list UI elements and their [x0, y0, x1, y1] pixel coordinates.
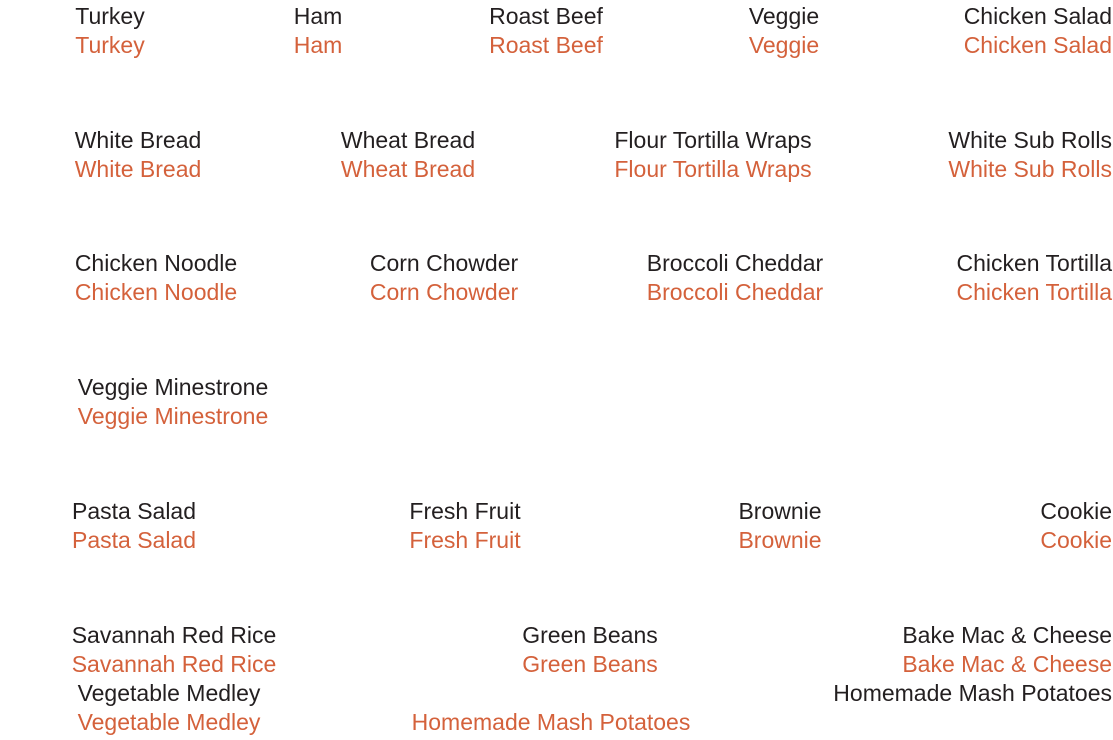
menu-item-chicken-tortilla: Chicken Tortilla Chicken Tortilla	[956, 249, 1112, 307]
item-value-field[interactable]: Chicken Tortilla	[956, 279, 1112, 305]
item-label: Ham	[293, 3, 343, 29]
menu-item-bake-mac-and-cheese: Bake Mac & Cheese Bake Mac & Cheese	[902, 621, 1112, 679]
item-value-field[interactable]: Bake Mac & Cheese	[902, 651, 1112, 677]
item-value-field[interactable]: Fresh Fruit	[409, 527, 521, 553]
item-value-field[interactable]: Turkey	[75, 32, 145, 58]
menu-item-vegetable-medley: Vegetable Medley Vegetable Medley	[78, 679, 261, 737]
item-label: Brownie	[738, 498, 822, 524]
item-value-field[interactable]: Cookie	[1040, 527, 1112, 553]
menu-item-turkey: Turkey Turkey	[75, 2, 144, 60]
item-value-field[interactable]: Veggie Minestrone	[77, 403, 269, 429]
item-value-field[interactable]: Homemade Mash Potatoes	[411, 709, 691, 735]
item-label: Roast Beef	[489, 3, 603, 29]
item-value-field[interactable]: Chicken Salad	[963, 32, 1112, 58]
item-label: Cookie	[1040, 498, 1112, 524]
item-label: Pasta Salad	[71, 498, 197, 524]
item-label: Chicken Tortilla	[956, 250, 1112, 276]
item-value-field[interactable]: Wheat Bread	[340, 156, 476, 182]
menu-item-roast-beef: Roast Beef Roast Beef	[489, 2, 603, 60]
item-value-field[interactable]: Pasta Salad	[71, 527, 197, 553]
menu-item-green-beans: Green Beans Green Beans	[522, 621, 658, 679]
menu-item-cookie: Cookie Cookie	[1040, 497, 1112, 555]
menu-item-ham: Ham Ham	[294, 2, 343, 60]
menu-item-wheat-bread: Wheat Bread Wheat Bread	[341, 126, 475, 184]
menu-item-broccoli-cheddar: Broccoli Cheddar Broccoli Cheddar	[647, 249, 823, 307]
item-value-field[interactable]: Ham	[293, 32, 343, 58]
menu-item-homemade-mash-potatoes-value: Homemade Mash Potatoes	[412, 708, 691, 737]
item-label: Fresh Fruit	[409, 498, 521, 524]
menu-item-pasta-salad: Pasta Salad Pasta Salad	[72, 497, 196, 555]
menu-item-veggie-minestrone: Veggie Minestrone Veggie Minestrone	[78, 373, 269, 431]
item-value-field[interactable]: Chicken Noodle	[74, 279, 238, 305]
item-value-field[interactable]: Veggie	[748, 32, 820, 58]
item-label: White Sub Rolls	[948, 127, 1112, 153]
menu-item-white-bread: White Bread White Bread	[75, 126, 202, 184]
item-label: Chicken Salad	[963, 3, 1112, 29]
item-label: Veggie Minestrone	[77, 374, 269, 400]
menu-item-savannah-red-rice: Savannah Red Rice Savannah Red Rice	[72, 621, 277, 679]
item-label: White Bread	[74, 127, 202, 153]
menu-item-fresh-fruit: Fresh Fruit Fresh Fruit	[409, 497, 520, 555]
item-value-field[interactable]: Roast Beef	[489, 32, 603, 58]
item-label: Corn Chowder	[369, 250, 519, 276]
item-label: Homemade Mash Potatoes	[833, 680, 1112, 706]
item-label: Flour Tortilla Wraps	[614, 127, 812, 153]
menu-item-white-sub-rolls: White Sub Rolls White Sub Rolls	[948, 126, 1112, 184]
item-value-field[interactable]: Green Beans	[522, 651, 658, 677]
item-label: Wheat Bread	[340, 127, 476, 153]
menu-item-homemade-mash-potatoes-label: Homemade Mash Potatoes	[833, 679, 1112, 708]
item-value-field[interactable]: Corn Chowder	[369, 279, 519, 305]
item-value-field[interactable]: White Bread	[74, 156, 202, 182]
item-value-field[interactable]: Broccoli Cheddar	[646, 279, 824, 305]
menu-item-veggie: Veggie Veggie	[749, 2, 819, 60]
item-label: Vegetable Medley	[77, 680, 261, 706]
menu-item-brownie: Brownie Brownie	[738, 497, 821, 555]
item-value-field[interactable]: Vegetable Medley	[77, 709, 261, 735]
menu-item-chicken-salad: Chicken Salad Chicken Salad	[964, 2, 1112, 60]
item-label: Bake Mac & Cheese	[902, 622, 1112, 648]
menu-item-flour-tortilla-wraps: Flour Tortilla Wraps Flour Tortilla Wrap…	[614, 126, 811, 184]
item-label: Broccoli Cheddar	[646, 250, 824, 276]
item-label: Green Beans	[522, 622, 658, 648]
item-label: Savannah Red Rice	[71, 622, 277, 648]
item-label: Veggie	[748, 3, 820, 29]
menu-item-chicken-noodle: Chicken Noodle Chicken Noodle	[75, 249, 237, 307]
item-value-field[interactable]: Savannah Red Rice	[71, 651, 277, 677]
item-value-field[interactable]: Brownie	[738, 527, 822, 553]
item-label: Turkey	[75, 3, 145, 29]
menu-item-corn-chowder: Corn Chowder Corn Chowder	[370, 249, 518, 307]
item-value-field[interactable]: Flour Tortilla Wraps	[614, 156, 812, 182]
item-label: Chicken Noodle	[74, 250, 238, 276]
item-value-field[interactable]: White Sub Rolls	[948, 156, 1112, 182]
